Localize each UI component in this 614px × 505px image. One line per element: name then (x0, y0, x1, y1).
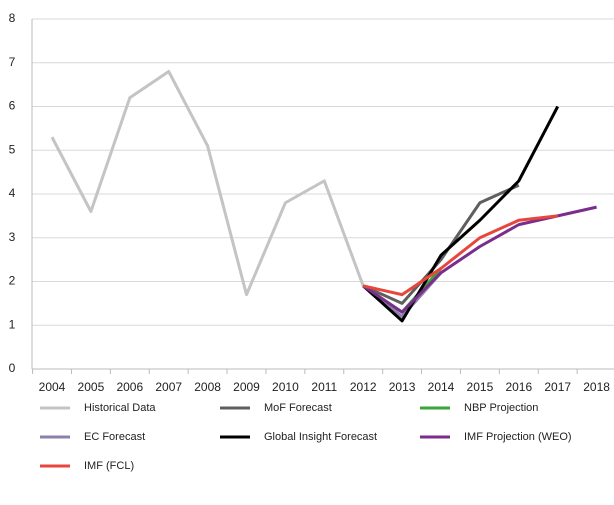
x-tick-label: 2004 (39, 380, 66, 394)
x-tick-label: 2007 (155, 380, 182, 394)
series-line (362, 205, 597, 314)
x-tick-label: 2017 (544, 380, 571, 394)
x-tick-label: 2008 (194, 380, 221, 394)
legend-label: Global Insight Forecast (264, 431, 377, 443)
x-tick-label: 2013 (389, 380, 416, 394)
series-line (362, 183, 520, 305)
y-tick-label: 1 (9, 317, 16, 331)
x-tick-label: 2011 (311, 380, 337, 394)
x-tick-label: 2010 (272, 380, 299, 394)
y-tick-label: 2 (9, 274, 16, 288)
x-tick-label: 2009 (233, 380, 260, 394)
y-tick-label: 6 (9, 99, 16, 113)
y-tick-label: 8 (9, 11, 16, 25)
x-tick-label: 2012 (350, 380, 377, 394)
x-tick-label: 2018 (583, 380, 610, 394)
y-tick-label: 4 (9, 186, 16, 200)
legend-label: EC Forecast (84, 431, 145, 443)
series-line (362, 105, 560, 323)
y-tick-label: 3 (9, 230, 16, 244)
x-tick-label: 2006 (116, 380, 143, 394)
legend-label: MoF Forecast (264, 402, 332, 414)
y-tick-label: 0 (9, 361, 16, 375)
series-line (50, 70, 365, 297)
x-tick-label: 2014 (428, 380, 455, 394)
y-tick-label: 5 (9, 142, 16, 156)
legend-label: NBP Projection (464, 402, 538, 414)
legend-label: IMF (FCL) (84, 460, 134, 472)
x-tick-label: 2005 (78, 380, 105, 394)
legend-label: Historical Data (84, 402, 156, 414)
x-tick-label: 2015 (467, 380, 494, 394)
legend-label: IMF Projection (WEO) (464, 431, 572, 443)
series-line (362, 214, 558, 297)
x-tick-label: 2016 (505, 380, 532, 394)
y-tick-label: 7 (9, 55, 16, 69)
